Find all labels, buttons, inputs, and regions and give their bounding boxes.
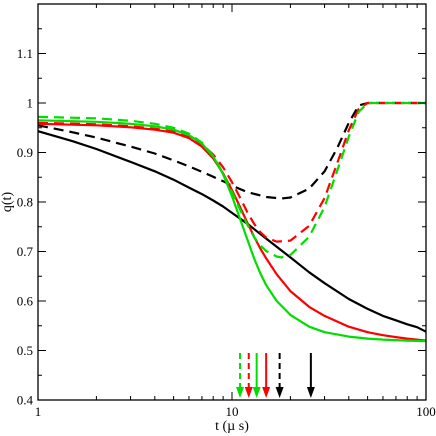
x-tick-label: 1 [35,404,42,419]
y-tick-label: 0.4 [17,393,34,408]
arrow-marker-6 [306,353,315,398]
y-tick-label: 1 [27,96,34,111]
x-axis-title: t (µ s) [215,419,249,434]
arrow-marker-4 [262,353,271,398]
arrow-layer [236,353,315,398]
y-tick-label: 0.6 [17,294,34,309]
series-line-5 [37,119,427,343]
series-line-4 [37,101,426,243]
y-tick-label: 1.1 [17,46,33,61]
y-tick-label: 0.9 [17,145,33,160]
y-tick-label: 0.8 [17,195,33,210]
arrow-marker-5 [275,353,284,398]
y-tick-label: 0.7 [17,244,34,259]
series-line-1 [37,130,427,333]
arrow-marker-3 [252,353,261,398]
series-layer [37,101,427,343]
arrow-marker-1 [236,353,245,398]
x-tick-label: 100 [416,404,436,419]
x-tick-label: 10 [226,404,239,419]
tick-layer: 1 10 100 0.4 0.5 0.6 0.7 0.8 0.9 1 1.1 [17,3,436,419]
series-line-6 [37,101,426,259]
y-tick-label: 0.5 [17,343,33,358]
y-axis-title: q(t) [0,192,15,213]
plot-frame [37,3,427,401]
arrow-marker-2 [244,353,253,398]
